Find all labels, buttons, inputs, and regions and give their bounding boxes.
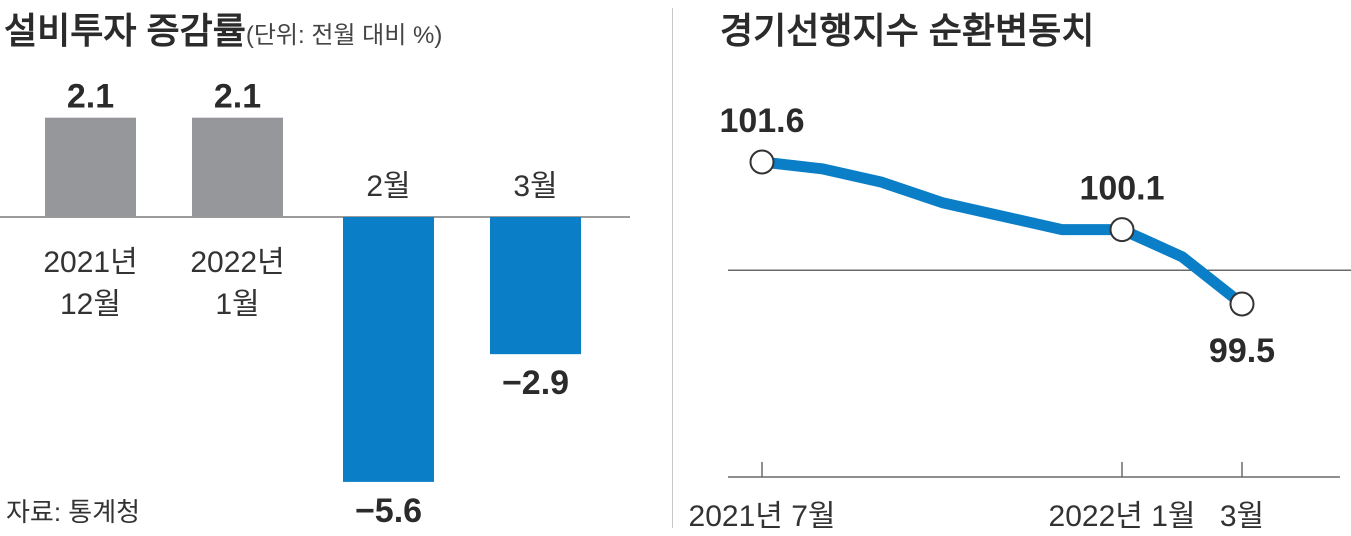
line-chart-title: 경기선행지수 순환변동치 <box>720 10 1095 51</box>
bar-category-label: 2022년 <box>190 246 284 279</box>
bar-chart-title: 설비투자 증감률(단위: 전월 대비 %) <box>4 2 442 54</box>
bar-value-label: 2.1 <box>67 78 114 116</box>
panel-divider <box>672 8 673 528</box>
data-point-label: 99.5 <box>1209 332 1275 370</box>
data-point-label: 100.1 <box>1079 170 1164 208</box>
bar-value-label: −5.6 <box>355 492 422 530</box>
bar <box>490 217 581 355</box>
bar-value-label: −2.9 <box>502 364 569 402</box>
x-tick-label: 3월 <box>1220 500 1264 533</box>
data-point-marker <box>1229 291 1255 317</box>
bar <box>343 217 434 482</box>
bar-category-label: 12월 <box>60 288 121 321</box>
x-tick-label: 2021년 7월 <box>689 500 836 533</box>
series-line <box>756 156 1248 310</box>
bar-category-label: 2021년 <box>43 246 137 279</box>
source-note: 자료: 통계청 <box>6 497 141 527</box>
data-point-marker <box>749 149 775 175</box>
data-point-marker <box>1109 217 1135 243</box>
bar-chart-title-text: 설비투자 증감률 <box>4 10 246 51</box>
bar-category-label: 2월 <box>366 170 410 203</box>
bar-category-label: 3월 <box>513 170 557 203</box>
bar-category-label: 1월 <box>215 288 259 321</box>
bar-value-label: 2.1 <box>214 78 261 116</box>
x-tick-label: 2022년 1월 <box>1049 500 1196 533</box>
data-point-label: 101.6 <box>719 102 804 140</box>
bar <box>45 117 136 217</box>
bar <box>192 117 283 217</box>
bar-chart-unit: (단위: 전월 대비 %) <box>245 22 443 49</box>
